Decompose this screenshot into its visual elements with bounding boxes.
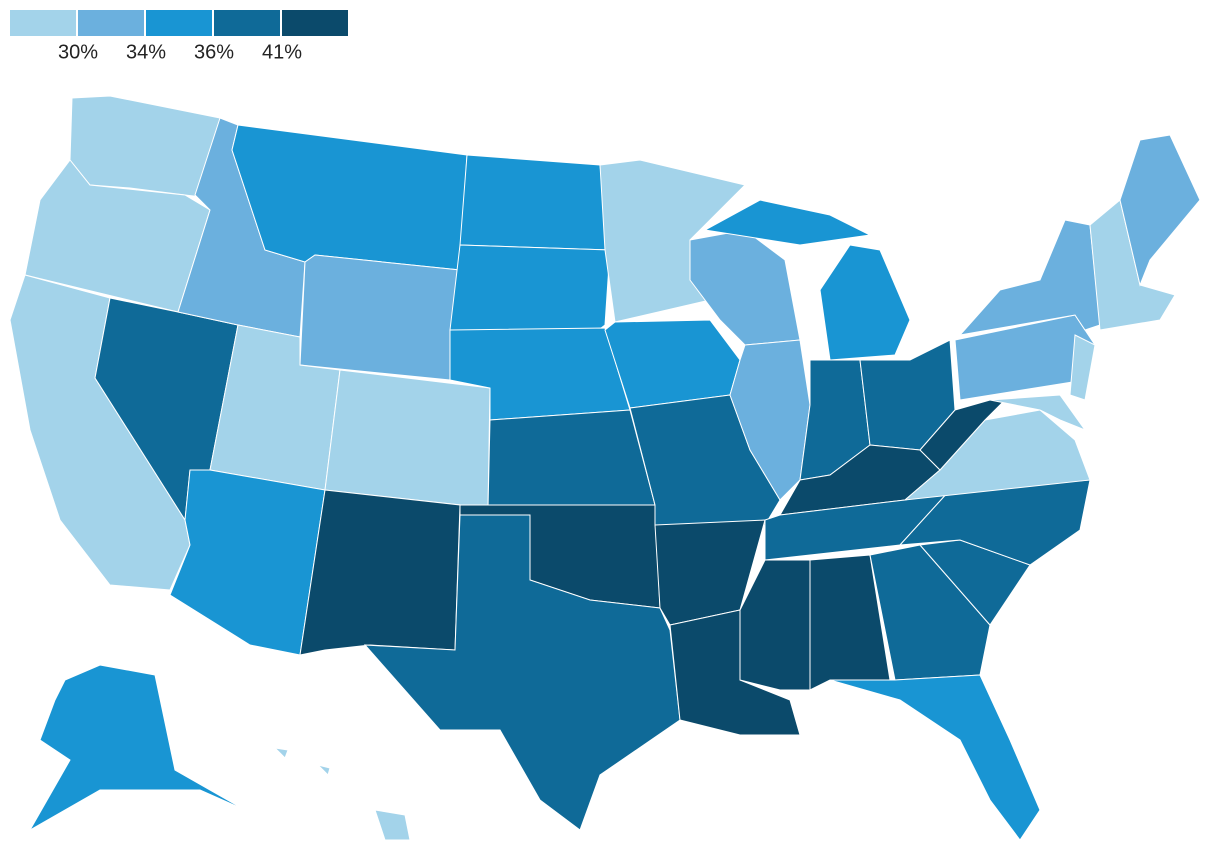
region — [739, 559, 811, 691]
region — [299, 254, 461, 381]
region — [69, 95, 221, 199]
region — [459, 154, 611, 251]
legend-swatch — [214, 10, 280, 36]
region — [28, 664, 246, 832]
legend-label: 34% — [126, 41, 166, 63]
legend-swatch — [78, 10, 144, 36]
legend-label: 30% — [58, 41, 98, 63]
region — [487, 409, 656, 509]
region — [363, 514, 681, 831]
region — [273, 747, 411, 841]
legend-label: 41% — [262, 41, 302, 63]
legend-label: 36% — [194, 41, 234, 63]
region — [169, 469, 326, 656]
legend-swatch — [282, 10, 348, 36]
region — [989, 394, 1087, 432]
region — [231, 124, 468, 271]
region — [958, 219, 1101, 336]
region — [869, 544, 991, 681]
region — [829, 674, 1041, 841]
legend-swatch — [146, 10, 212, 36]
region — [449, 244, 611, 336]
region — [1069, 334, 1096, 401]
region — [324, 369, 491, 509]
region — [1119, 134, 1201, 287]
region — [729, 339, 811, 501]
legend-swatch — [10, 10, 76, 36]
region — [299, 489, 461, 656]
region — [604, 319, 741, 409]
